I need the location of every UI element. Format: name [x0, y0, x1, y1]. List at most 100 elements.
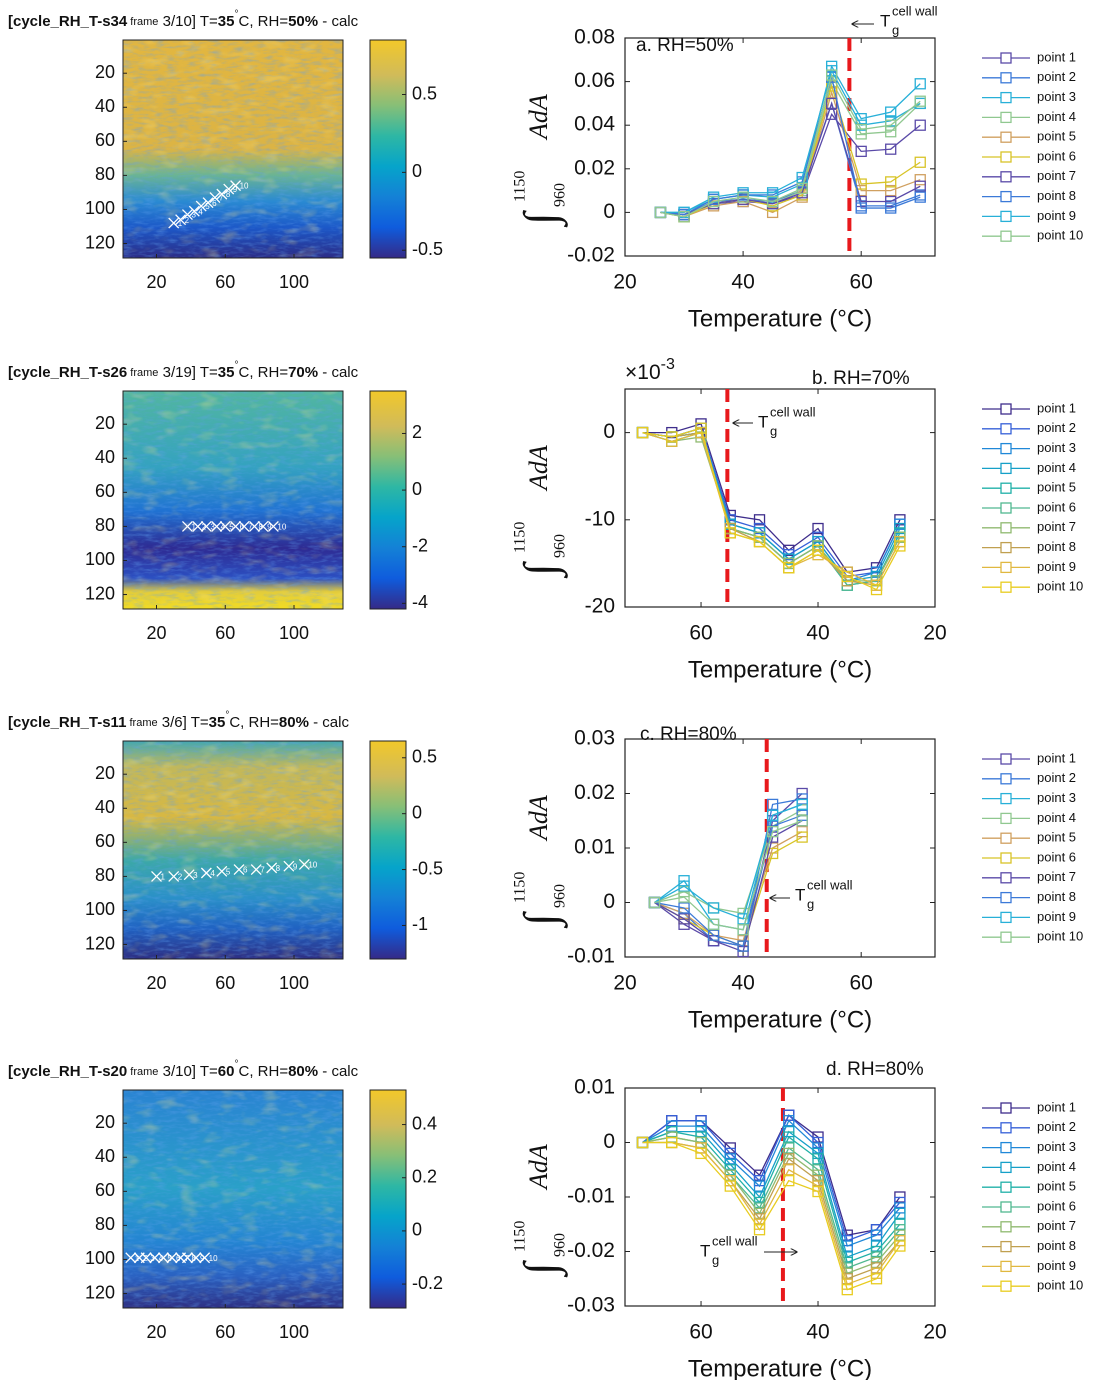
y-tick-label: 100 [85, 899, 115, 919]
x-tick-label: 20 [613, 972, 636, 995]
point-marker [870, 1229, 883, 1241]
marker-label: 5 [167, 1254, 172, 1263]
marker-x [157, 1252, 169, 1264]
colorbar-tick-label: 2 [412, 422, 422, 442]
point-marker [766, 798, 779, 811]
point-marker [841, 570, 853, 583]
integral-upper: 1150 [512, 1221, 529, 1252]
marker-label: 6 [240, 523, 245, 532]
marker-x [230, 180, 242, 192]
title-part: [cycle_RH_T-s20 [8, 1063, 127, 1080]
legend-swatch [1000, 812, 1012, 825]
marker-x [175, 214, 187, 226]
y-tick-label: -0.03 [567, 1294, 615, 1317]
title-part: 3/6] T= [158, 714, 209, 731]
title-part: frame [126, 717, 157, 729]
legend-swatch [1000, 1260, 1012, 1273]
title-part: 80% [288, 1063, 318, 1080]
title-part: - calc [318, 1063, 359, 1080]
y-tick-label: 0.03 [574, 727, 615, 750]
point-marker [812, 1185, 824, 1198]
x-tick-label: 60 [850, 972, 873, 995]
legend-swatch [1000, 111, 1012, 124]
colorbar [369, 39, 407, 259]
y-tick-label: 0.02 [574, 156, 615, 179]
point-marker [783, 1175, 795, 1187]
heatmap-frame [122, 39, 344, 259]
point-marker [766, 206, 779, 219]
tg-sup: cell wall [807, 877, 853, 892]
legend-label: point 10 [1037, 579, 1083, 594]
legend-swatch [1000, 52, 1012, 64]
marker-label: 2 [185, 216, 190, 225]
y-tick-label: 100 [85, 198, 115, 218]
legend-swatch [1000, 852, 1012, 864]
x-tick-label: 60 [689, 622, 712, 645]
legend-label: point 2 [1037, 69, 1076, 84]
x-axis-label: Temperature (°C) [688, 656, 872, 683]
y-tick-label: 0 [603, 890, 615, 913]
marker-label: 9 [233, 185, 238, 194]
marker-x [192, 520, 204, 532]
point-marker [885, 106, 897, 118]
heatmap-texture [123, 1090, 343, 1308]
legend-label: point 9 [1037, 559, 1076, 574]
colorbar-tick-label: 0.5 [412, 83, 437, 103]
point-marker [783, 1153, 795, 1165]
series-line [642, 1114, 901, 1242]
legend-label: point 3 [1037, 1139, 1076, 1154]
colorbar-tick-label: -2 [412, 535, 428, 555]
integral-lower: 960 [552, 534, 569, 558]
integral-sign: ∫ [515, 911, 569, 929]
marker-label: 10 [209, 1254, 218, 1263]
legend-label: point 1 [1037, 49, 1076, 64]
point-marker [855, 123, 867, 136]
legend-swatch [1000, 230, 1012, 242]
legend-label: point 2 [1037, 1119, 1076, 1134]
marker-x [183, 869, 195, 881]
panel-label: b. RH=70% [812, 368, 910, 389]
title-part: ° [234, 1059, 238, 1070]
point-marker [914, 78, 926, 90]
legend-swatch [1000, 522, 1012, 534]
point-marker [707, 195, 720, 208]
x-tick-label: 100 [279, 623, 309, 643]
y-tick-label: 0 [603, 200, 615, 223]
legend-swatch [1000, 911, 1012, 924]
y-multiplier: ×10-3 [625, 356, 675, 383]
marker-label: 4 [210, 869, 215, 878]
y-tick-label: 60 [95, 1180, 115, 1200]
colorbar-tick-label: 0.4 [412, 1113, 437, 1133]
colorbar [369, 1089, 407, 1309]
multiplier-base: ×10 [625, 361, 661, 384]
legend-swatch [1000, 931, 1012, 943]
y-tick-label: 120 [85, 933, 115, 953]
integral-upper: 1150 [512, 522, 529, 553]
y-tick-label: 0.01 [574, 1076, 615, 1099]
legend-swatch [1000, 792, 1012, 805]
marker-label: 4 [221, 523, 226, 532]
colorbar [369, 390, 407, 610]
point-marker [737, 913, 749, 925]
point-marker [885, 184, 897, 197]
x-tick-label: 60 [850, 271, 873, 294]
marker-label: 9 [293, 862, 298, 871]
legend-label: point 8 [1037, 889, 1076, 904]
legend-swatch [1000, 1141, 1012, 1154]
marker-label: 8 [276, 864, 281, 873]
marker-x [181, 520, 193, 532]
integrand: AdA [524, 94, 553, 141]
point-marker [678, 211, 690, 223]
colorbar-tick-label: 0.5 [412, 747, 437, 767]
integral-upper: 1150 [512, 872, 529, 903]
legend-label: point 7 [1037, 1218, 1076, 1233]
point-marker [914, 180, 926, 192]
legend-label: point 6 [1037, 1198, 1076, 1213]
legend-swatch [1000, 502, 1012, 514]
marker-x [151, 870, 162, 882]
marker-label: 4 [159, 1254, 164, 1263]
integral-upper: 1150 [512, 171, 529, 202]
point-marker [870, 583, 883, 596]
title-part: frame [127, 1066, 158, 1078]
marker-label: 5 [205, 202, 210, 211]
